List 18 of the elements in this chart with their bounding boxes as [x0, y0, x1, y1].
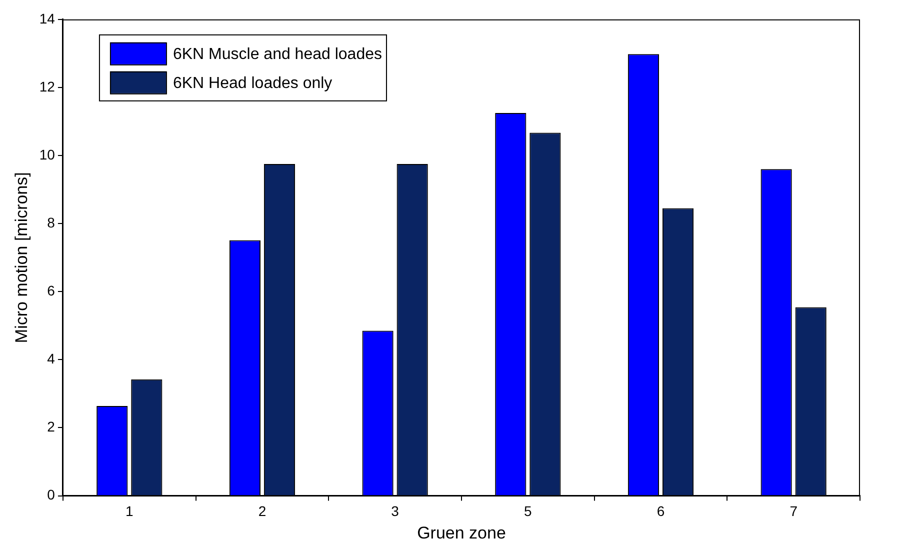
y-tick-label: 10 [39, 146, 56, 162]
y-tick-label: 2 [47, 418, 56, 435]
x-tick-label: 1 [125, 503, 134, 520]
y-tick-label: 6 [47, 282, 56, 298]
x-tick-label: 5 [524, 503, 532, 520]
legend-label: 6KN Head loades only [172, 74, 332, 92]
x-tick-label: 7 [790, 503, 798, 520]
y-tick-label: 12 [39, 78, 56, 94]
y-tick-label: 0 [47, 486, 56, 503]
legend-label: 6KN Muscle and head loades [172, 46, 382, 63]
y-tick-label: 14 [39, 10, 56, 26]
x-axis-title: Gruen zone [417, 523, 506, 542]
y-axis-title: Micro motion [microns] [12, 172, 31, 344]
x-tick-label: 2 [258, 503, 266, 520]
y-tick-label: 4 [47, 350, 56, 367]
x-tick-label: 6 [656, 503, 665, 520]
y-tick-label: 8 [47, 214, 56, 230]
x-tick-label: 3 [391, 503, 400, 520]
